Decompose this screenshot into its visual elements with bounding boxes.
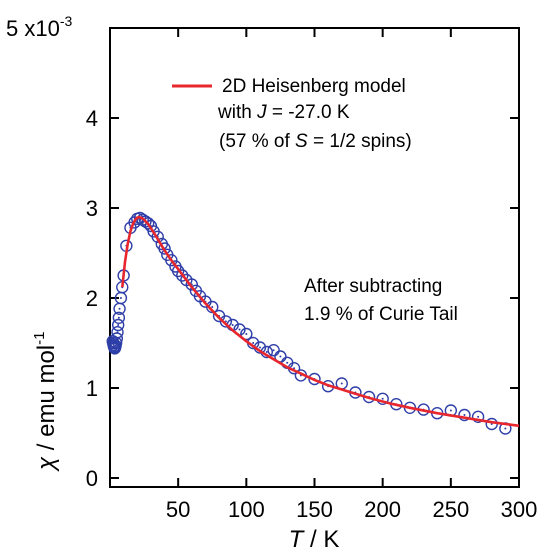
y-axis-unit-exponent: -1: [31, 332, 48, 345]
y-tick-label: 0: [86, 466, 98, 491]
legend-line-3-prefix: (57 % of: [219, 131, 295, 152]
x-axis-var: T: [289, 526, 306, 552]
y-top-tick-label: 5 x10-3: [6, 13, 72, 41]
data-point-dot: [279, 355, 282, 358]
data-point: [206, 300, 219, 314]
legend-line-3-var: S: [295, 131, 308, 152]
y-top-exponent: -3: [60, 13, 73, 29]
y-axis-var: χ: [33, 456, 60, 472]
x-tick-label: 100: [228, 497, 265, 522]
data-point-dot: [211, 306, 214, 308]
legend-label: 2D Heisenberg model: [222, 76, 406, 97]
data-point-dot: [340, 382, 343, 385]
data-point-dot: [117, 316, 120, 319]
data-point: [458, 408, 471, 422]
y-tick-label: 4: [86, 106, 98, 131]
legend-line-3-suffix: = 1/2 spins): [308, 131, 412, 152]
legend-line-3: (57 % of S = 1/2 spins): [219, 131, 412, 152]
legend-line-2-var: J: [256, 102, 267, 123]
fit-line: [121, 215, 520, 428]
data-point-dot: [381, 397, 384, 400]
data-point-dot: [258, 346, 261, 349]
x-axis-title: T / K: [289, 526, 340, 552]
data-point-dot: [231, 324, 234, 326]
x-axis-unit: / K: [303, 526, 339, 552]
data-point-dot: [117, 324, 120, 326]
annotation-line-2: 1.9 % of Curie Tail: [304, 304, 458, 325]
data-point-dot: [272, 349, 275, 352]
data-point-dot: [245, 333, 248, 335]
x-tick-label: 200: [364, 497, 401, 522]
data-point: [151, 230, 164, 244]
data-point: [111, 326, 124, 339]
data-point-dot: [286, 361, 289, 364]
data-point: [158, 242, 171, 255]
data-point: [176, 269, 189, 282]
data-point-dot: [504, 427, 507, 430]
data-point-dot: [114, 344, 117, 347]
x-tick-label: 300: [501, 497, 538, 522]
y-tick-label: 2: [86, 286, 98, 311]
x-axis-ticks: 50 100 150 200 250 300: [166, 28, 537, 522]
data-point-dot: [265, 351, 268, 353]
data-point: [240, 327, 253, 341]
data-point: [267, 344, 280, 357]
data-point-dot: [293, 367, 296, 370]
data-point: [185, 278, 199, 291]
data-point-dot: [238, 328, 241, 331]
data-point-dot: [112, 343, 115, 346]
data-point: [110, 332, 124, 345]
data-point-dot: [118, 307, 121, 310]
y-axis-unit: / emu mol: [33, 345, 60, 457]
data-point-dot: [252, 342, 255, 344]
legend-line-2-suffix: = -27.0 K: [267, 102, 350, 123]
data-point-dot: [463, 414, 466, 416]
data-point: [219, 315, 233, 328]
x-tick-label: 250: [432, 497, 469, 522]
legend-line-2-prefix: with: [217, 102, 257, 123]
x-tick-label: 150: [296, 497, 333, 522]
legend-line-2: with J = -27.0 K: [217, 102, 350, 123]
data-point: [112, 311, 126, 324]
y-top-mantissa: 5 x10: [6, 16, 60, 41]
x-tick-label: 50: [166, 497, 190, 522]
data-point-dot: [119, 297, 122, 299]
annotation-line-1: After subtracting: [304, 276, 442, 297]
data-point-dot: [477, 415, 480, 418]
y-tick-label: 3: [86, 196, 98, 221]
data-point: [171, 264, 185, 278]
data-point: [165, 254, 178, 267]
y-tick-label: 1: [86, 376, 98, 401]
data-point-dot: [116, 331, 119, 334]
data-point: [471, 410, 485, 423]
data-point-dot: [449, 409, 452, 412]
y-axis-ticks: 0 1 2 3 4: [86, 27, 519, 491]
data-point: [308, 372, 321, 386]
y-axis-title: χ / emu mol-1: [31, 332, 60, 472]
data-point: [111, 318, 125, 332]
